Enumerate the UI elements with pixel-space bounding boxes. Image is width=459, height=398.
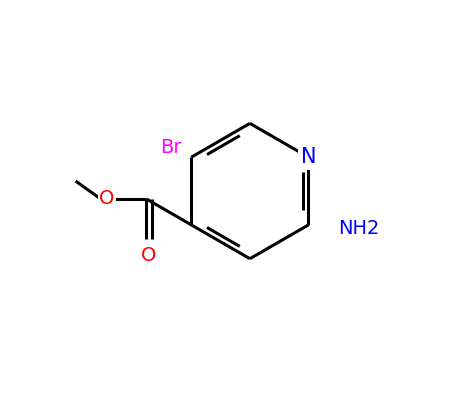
Text: O: O (141, 246, 156, 265)
Text: O: O (99, 189, 114, 209)
Text: N: N (300, 147, 315, 167)
Text: Br: Br (160, 138, 181, 157)
Text: NH2: NH2 (338, 219, 379, 238)
